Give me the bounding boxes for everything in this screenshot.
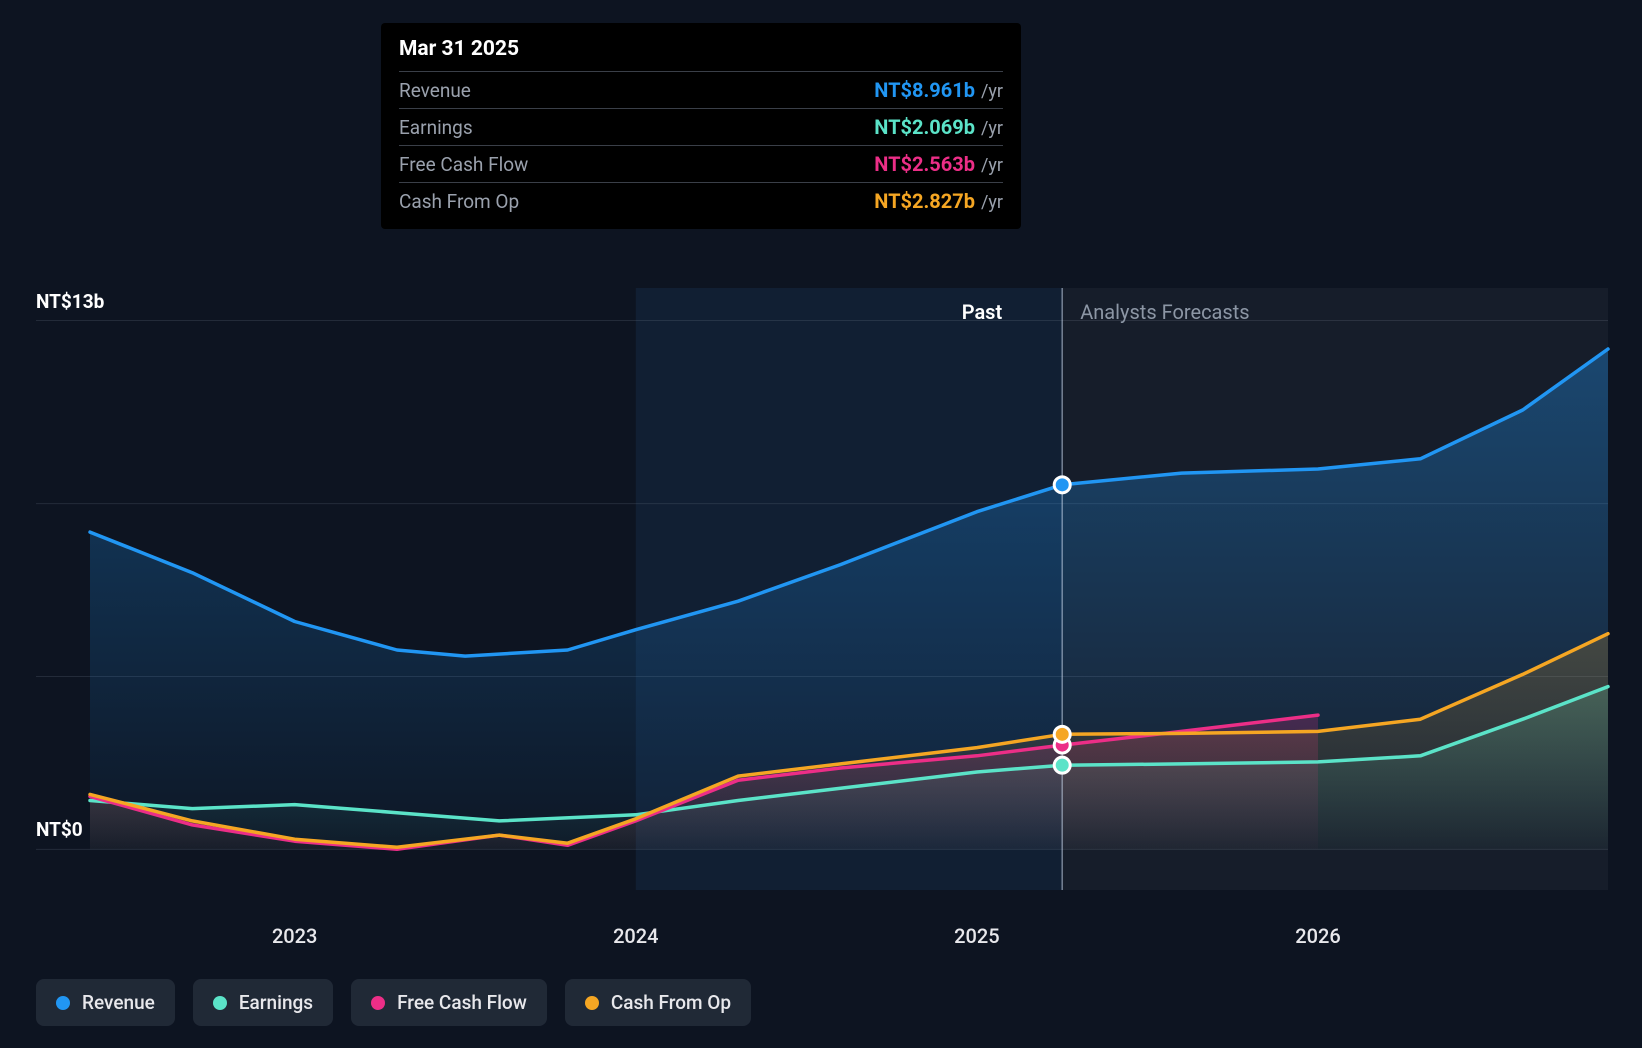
tooltip-row-value: NT$2.563b [874, 152, 975, 176]
tooltip-row-value: NT$2.827b [874, 189, 975, 213]
tooltip-row-value: NT$2.069b [874, 115, 975, 139]
forecast-label: Analysts Forecasts [1080, 300, 1249, 324]
y-axis-tick-label: NT$13b [36, 290, 104, 321]
legend-item-earnings[interactable]: Earnings [193, 979, 333, 1026]
hover-tooltip: Mar 31 2025 RevenueNT$8.961b /yrEarnings… [381, 23, 1021, 229]
tooltip-row-label: Cash From Op [399, 190, 874, 213]
x-axis-tick-label: 2026 [1295, 924, 1340, 948]
tooltip-row: RevenueNT$8.961b /yr [399, 71, 1003, 108]
legend-item-cfo[interactable]: Cash From Op [565, 979, 751, 1026]
cfo-hover-marker [1054, 726, 1070, 742]
chart-legend: Revenue Earnings Free Cash Flow Cash From O… [36, 979, 751, 1026]
y-axis-tick-label: NT$0 [36, 818, 83, 849]
tooltip-row: Cash From OpNT$2.827b /yr [399, 182, 1003, 219]
legend-item-fcf[interactable]: Free Cash Flow [351, 979, 547, 1026]
legend-item-label: Revenue [82, 991, 155, 1014]
legend-item-label: Cash From Op [611, 991, 731, 1014]
tooltip-row: Free Cash FlowNT$2.563b /yr [399, 145, 1003, 182]
revenue-hover-marker [1054, 477, 1070, 493]
x-axis-tick-label: 2024 [613, 924, 658, 948]
tooltip-title: Mar 31 2025 [399, 37, 1003, 71]
tooltip-row-value: NT$8.961b [874, 78, 975, 102]
fcf-swatch-icon [371, 996, 385, 1010]
tooltip-row: EarningsNT$2.069b /yr [399, 108, 1003, 145]
legend-item-label: Free Cash Flow [397, 991, 527, 1014]
legend-item-label: Earnings [239, 991, 313, 1014]
revenue-swatch-icon [56, 996, 70, 1010]
tooltip-row-unit: /yr [975, 81, 1003, 102]
tooltip-row-label: Earnings [399, 116, 874, 139]
tooltip-row-unit: /yr [975, 192, 1003, 213]
earnings-hover-marker [1054, 757, 1070, 773]
cfo-swatch-icon [585, 996, 599, 1010]
tooltip-row-unit: /yr [975, 155, 1003, 176]
financials-chart: NT$0 NT$13b 2023 2024 2025 2026 Past Analyst… [0, 0, 1642, 1048]
x-axis-tick-label: 2023 [272, 924, 317, 948]
tooltip-row-unit: /yr [975, 118, 1003, 139]
tooltip-row-label: Free Cash Flow [399, 153, 874, 176]
x-axis-tick-label: 2025 [954, 924, 999, 948]
legend-item-revenue[interactable]: Revenue [36, 979, 175, 1026]
past-label: Past [962, 300, 1002, 324]
tooltip-row-label: Revenue [399, 79, 874, 102]
earnings-swatch-icon [213, 996, 227, 1010]
